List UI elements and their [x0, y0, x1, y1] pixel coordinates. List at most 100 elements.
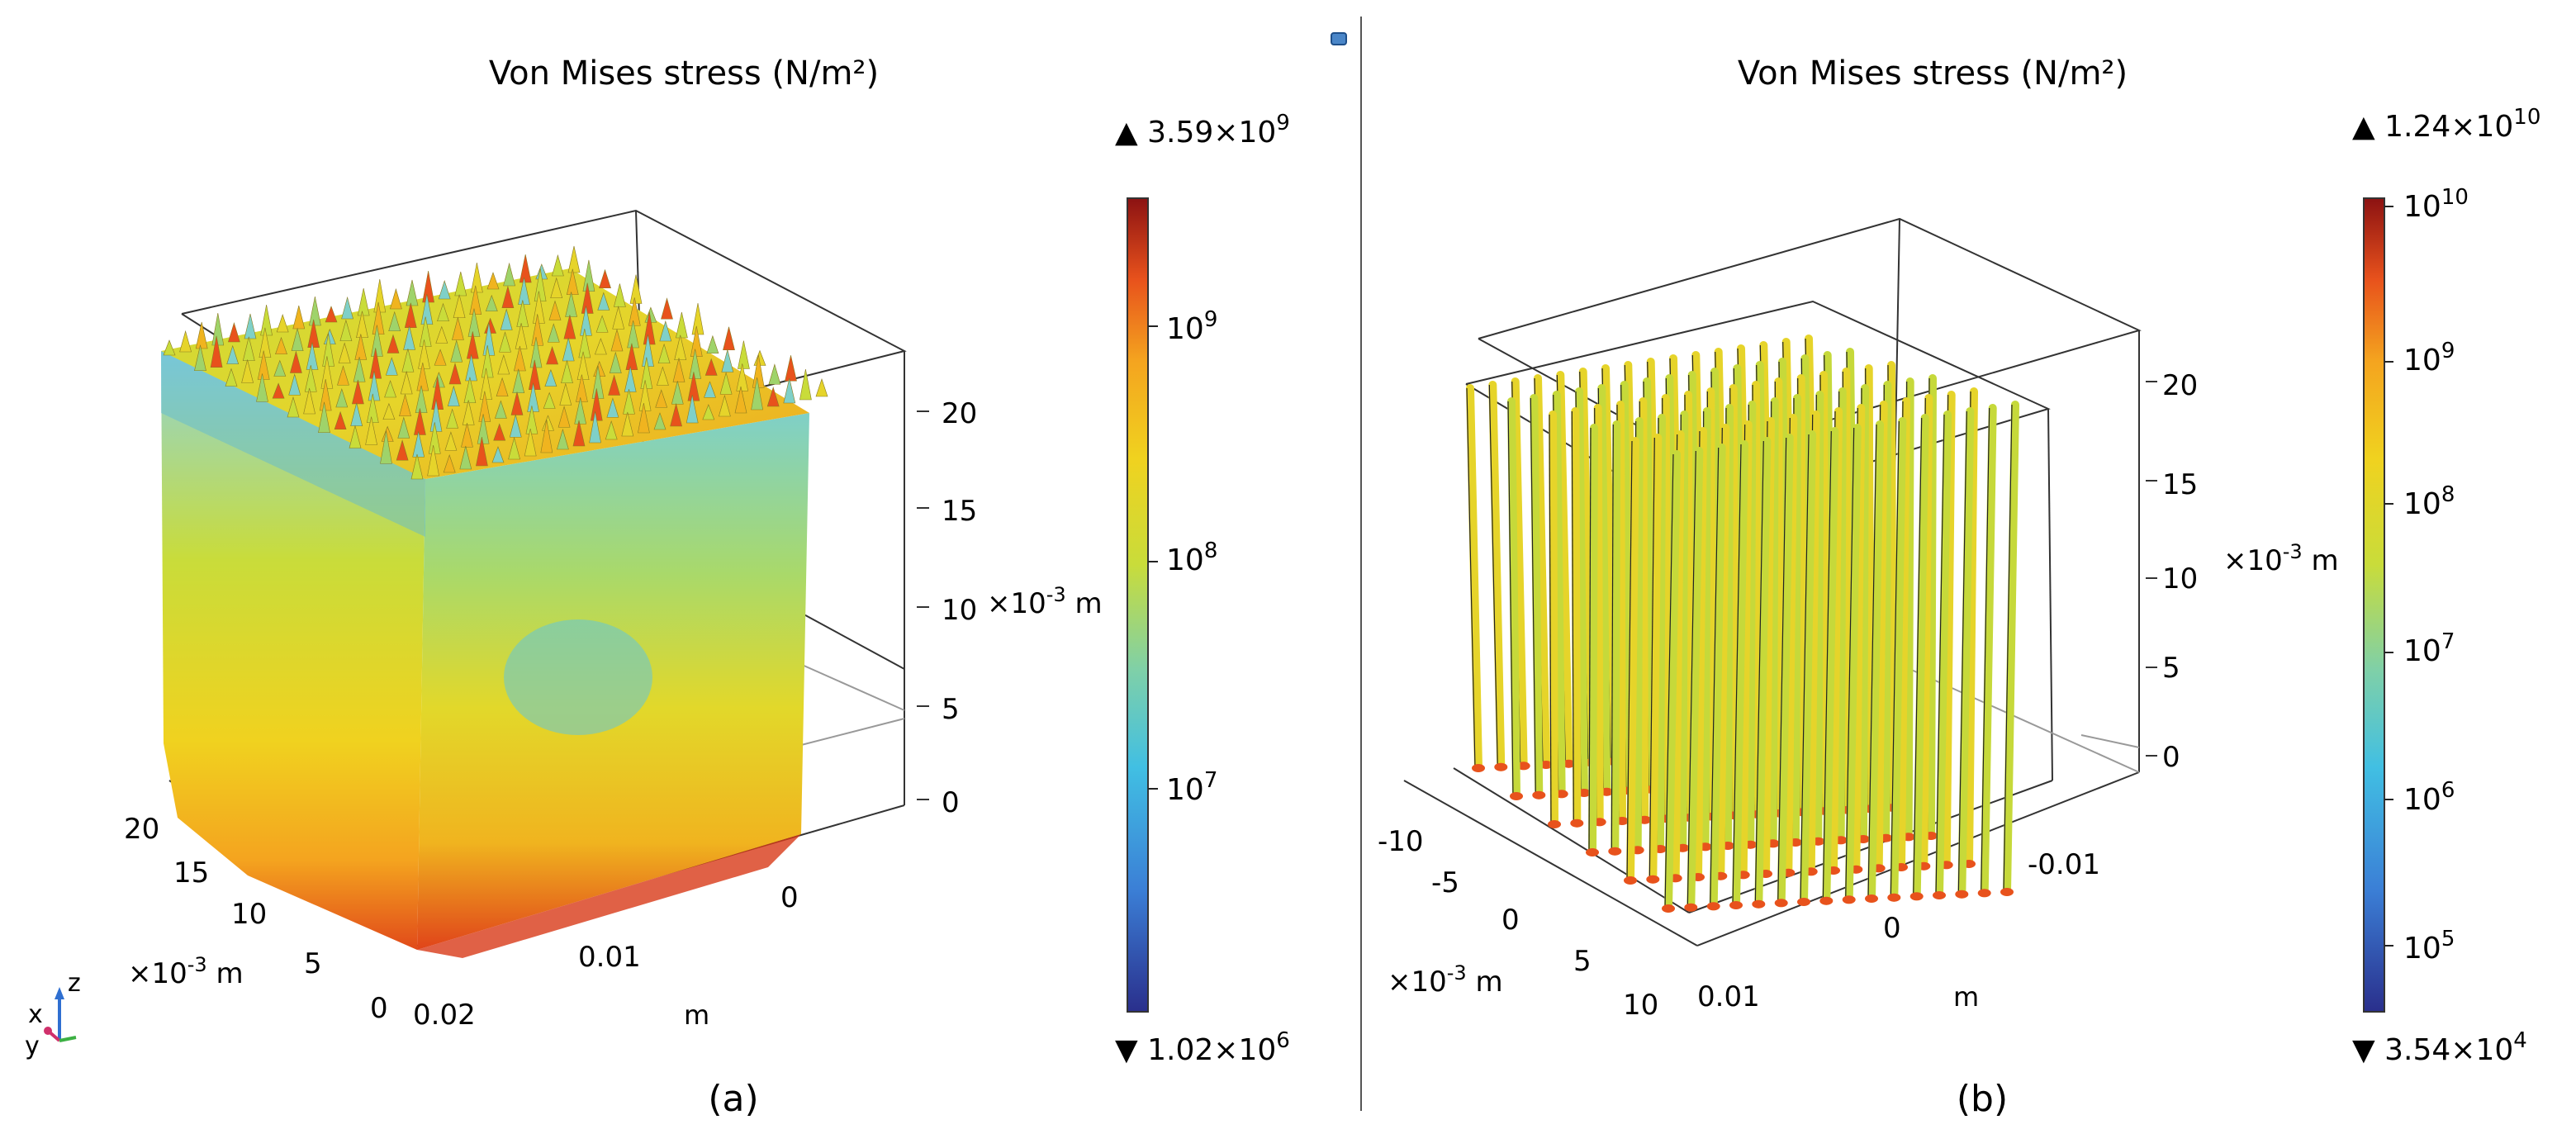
surface-spike — [448, 362, 462, 385]
surface-spike — [594, 338, 607, 355]
pillar — [1774, 377, 1785, 818]
surface-spike — [453, 294, 466, 319]
surface-spike — [437, 302, 449, 322]
pillar — [1859, 384, 1869, 843]
surface-spike — [561, 359, 573, 384]
surface-spike — [702, 404, 715, 420]
surface-spike — [736, 363, 749, 391]
pillar — [1686, 447, 1704, 912]
surface-spike — [306, 342, 319, 370]
pillar — [1664, 450, 1681, 913]
pillar-base — [1562, 759, 1576, 768]
panel-b-colorbar-min: ▼ 3.54×104 — [2352, 1028, 2527, 1067]
panel-a-y-tick: 5 — [304, 947, 322, 980]
triad-y-label: y — [25, 1032, 40, 1060]
pillar-edge — [1488, 384, 1498, 767]
panel-a-block-left-face — [161, 351, 425, 950]
surface-spike — [514, 345, 526, 372]
surface-spike — [443, 454, 456, 473]
pillar — [1768, 397, 1779, 848]
pillar — [1724, 404, 1734, 850]
surface-spike — [444, 431, 458, 451]
panel-b: Von Mises stress (N/m²) 20 15 10 5 — [1378, 55, 2540, 1120]
axis-triad: z x y — [25, 969, 81, 1060]
surface-spike — [552, 254, 564, 277]
surface-spike — [461, 423, 473, 448]
panel-b-caption: (b) — [1957, 1078, 2008, 1120]
panel-a-y-unit: ×10-3 m — [128, 953, 244, 990]
panel-b-colorbar-tick: 105 — [2403, 927, 2455, 966]
surface-spike — [304, 365, 317, 392]
pillar — [1912, 414, 1929, 901]
pillar-edge — [1800, 434, 1810, 903]
pillar-base — [1608, 847, 1622, 856]
surface-spike — [659, 320, 672, 342]
pillar-base — [1548, 820, 1561, 828]
surface-spike — [387, 334, 400, 353]
surface-spike — [508, 436, 520, 460]
pillar — [1732, 440, 1748, 909]
pillar-base — [1472, 764, 1485, 772]
surface-spike — [563, 315, 576, 339]
surface-spike — [624, 366, 637, 392]
pillar — [1549, 410, 1558, 828]
pillar — [1800, 430, 1816, 906]
surface-spike — [497, 353, 510, 375]
pillar-base — [1706, 902, 1720, 911]
surface-spike — [211, 312, 225, 346]
surface-spike — [815, 378, 828, 397]
surface-spike — [290, 350, 302, 373]
pillar — [1649, 434, 1663, 884]
pillar-edge — [1686, 450, 1696, 908]
panel-a-colorbar-tick: 108 — [1166, 539, 1217, 577]
pillar — [1709, 444, 1726, 911]
pillar — [1626, 437, 1639, 885]
surface-spike — [396, 439, 409, 461]
surface-spike — [225, 368, 238, 387]
pillar — [1822, 427, 1839, 905]
pillar — [1864, 364, 1875, 814]
surface-spike — [734, 386, 747, 414]
pillar-base — [1752, 899, 1766, 909]
surface-spike — [599, 268, 611, 289]
surface-spike — [356, 311, 368, 339]
pillar-edge — [1571, 410, 1574, 823]
pillar — [1752, 381, 1762, 818]
pillar-edge — [2003, 404, 2013, 893]
surface-spike — [227, 321, 240, 343]
surface-spike — [341, 296, 353, 320]
panel-b-x-tick: -0.01 — [2028, 848, 2100, 881]
pillar — [1935, 410, 1952, 899]
pillar — [1791, 394, 1801, 847]
surface-spike — [512, 368, 525, 394]
panel-a-z-tick: 10 — [942, 594, 977, 627]
pillar — [1571, 407, 1582, 828]
surface-spike — [276, 314, 289, 333]
panel-a-y-axis: 20 15 10 5 0 ×10-3 m — [124, 813, 388, 1025]
pillar-base — [1494, 762, 1508, 771]
pillar-base — [1729, 901, 1743, 909]
surface-spike — [572, 420, 586, 447]
pillar — [1927, 374, 1937, 840]
surface-spike — [194, 344, 206, 372]
surface-spike — [325, 306, 338, 323]
panel-b-y-tick: -10 — [1378, 825, 1424, 858]
surface-spike — [450, 339, 463, 363]
surface-spike — [309, 296, 321, 326]
surface-spike — [353, 357, 366, 382]
panel-b-colorbar-max: ▲ 1.24×1010 — [2352, 105, 2540, 144]
surface-spike — [334, 410, 347, 430]
panel-a-high-stress-edge — [417, 834, 801, 958]
pillar-base — [1933, 891, 1946, 899]
surface-spike — [625, 343, 638, 371]
surface-spike — [546, 346, 559, 365]
pillar — [1534, 374, 1550, 769]
surface-spike — [576, 351, 590, 381]
surface-spike — [467, 308, 481, 337]
pillar-edge — [1466, 387, 1476, 769]
panel-a-z-unit: ×10-3 m — [987, 583, 1103, 620]
panel-a-x-tick: 0.02 — [413, 999, 476, 1032]
pillar — [1639, 397, 1649, 824]
pillar — [1633, 417, 1644, 855]
